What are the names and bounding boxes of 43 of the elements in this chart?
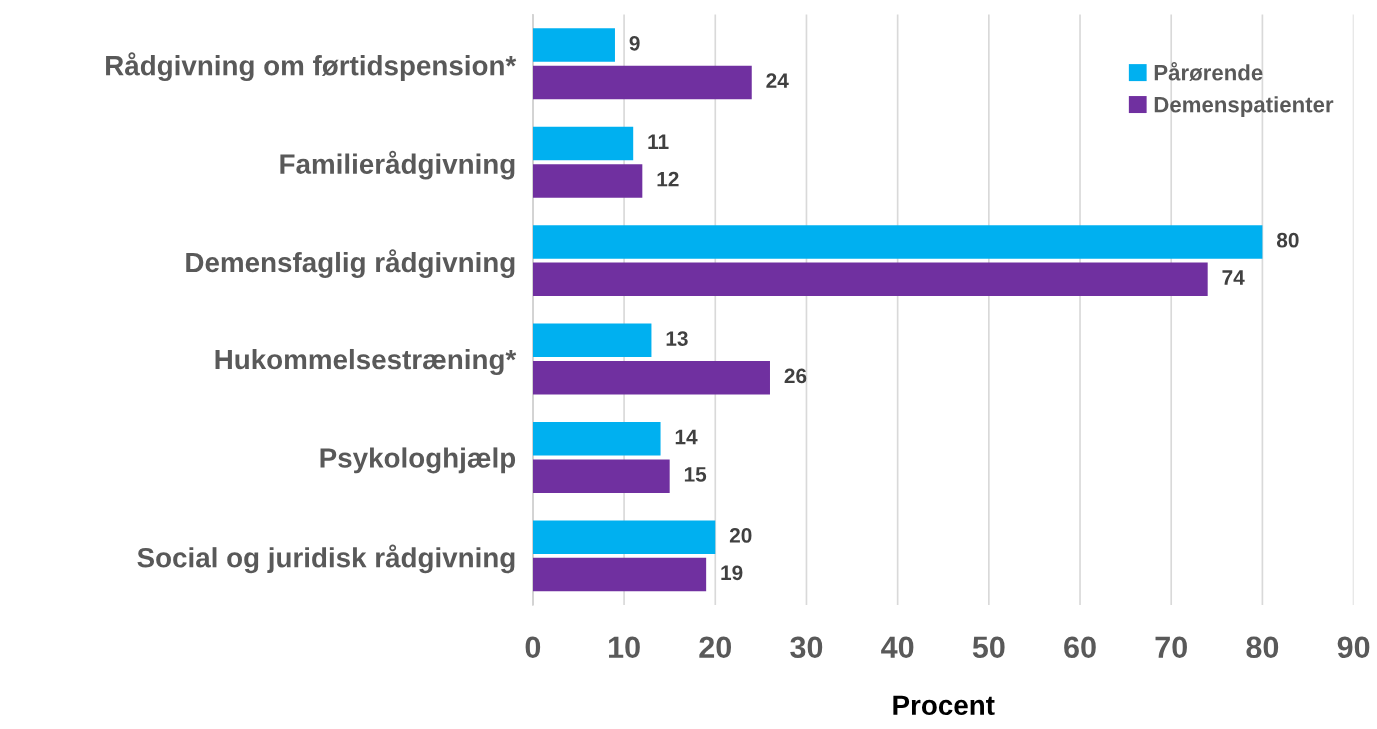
data-label: 19 xyxy=(721,565,743,581)
bar xyxy=(532,361,770,395)
x-tick-label: 90 xyxy=(1337,636,1370,659)
data-label: 20 xyxy=(729,528,752,543)
x-tick-label: 60 xyxy=(1064,636,1096,659)
data-label: 14 xyxy=(675,429,698,445)
data-label: 15 xyxy=(684,467,707,482)
bar xyxy=(532,323,652,358)
legend-label: Demenspatienter xyxy=(1154,96,1334,117)
bar xyxy=(532,459,670,493)
x-tick-label: 30 xyxy=(790,636,823,659)
data-label: 24 xyxy=(766,73,789,88)
x-tick-label: 0 xyxy=(525,636,541,659)
x-tick-label: 50 xyxy=(972,636,1005,659)
data-label: 74 xyxy=(1222,270,1245,285)
x-tick-label: 80 xyxy=(1246,636,1279,659)
data-label: 11 xyxy=(648,134,669,149)
x-axis-title: Procent xyxy=(893,695,995,716)
y-tick-label: Hukommelsestræning* xyxy=(215,348,517,375)
y-tick-label: Demensfaglig rådgivning xyxy=(186,249,515,278)
bar xyxy=(532,126,634,161)
y-tick-label: Psykologhjælp xyxy=(320,447,516,474)
bar xyxy=(532,225,1263,259)
data-label: 13 xyxy=(666,331,688,346)
bar xyxy=(532,557,707,592)
legend-label: Pårørende xyxy=(1154,62,1263,81)
x-tick-label: 40 xyxy=(881,636,914,659)
data-label: 26 xyxy=(784,368,807,384)
bar xyxy=(532,65,752,100)
data-label: 9 xyxy=(629,35,640,51)
x-tick-label: 10 xyxy=(609,636,640,659)
data-label: 80 xyxy=(1276,232,1299,248)
y-tick-label: Familierådgivning xyxy=(280,150,515,180)
bar xyxy=(532,262,1208,297)
bar xyxy=(532,520,716,554)
x-tick-label: 70 xyxy=(1155,636,1187,659)
x-tick-label: 20 xyxy=(699,636,732,659)
data-label: 12 xyxy=(657,171,679,187)
bar xyxy=(532,28,615,62)
y-tick-label: Social og juridisk rådgivning xyxy=(137,544,515,574)
bar xyxy=(532,422,661,456)
bar xyxy=(532,164,643,198)
y-tick-label: Rådgivning om førtidspension* xyxy=(106,52,517,82)
